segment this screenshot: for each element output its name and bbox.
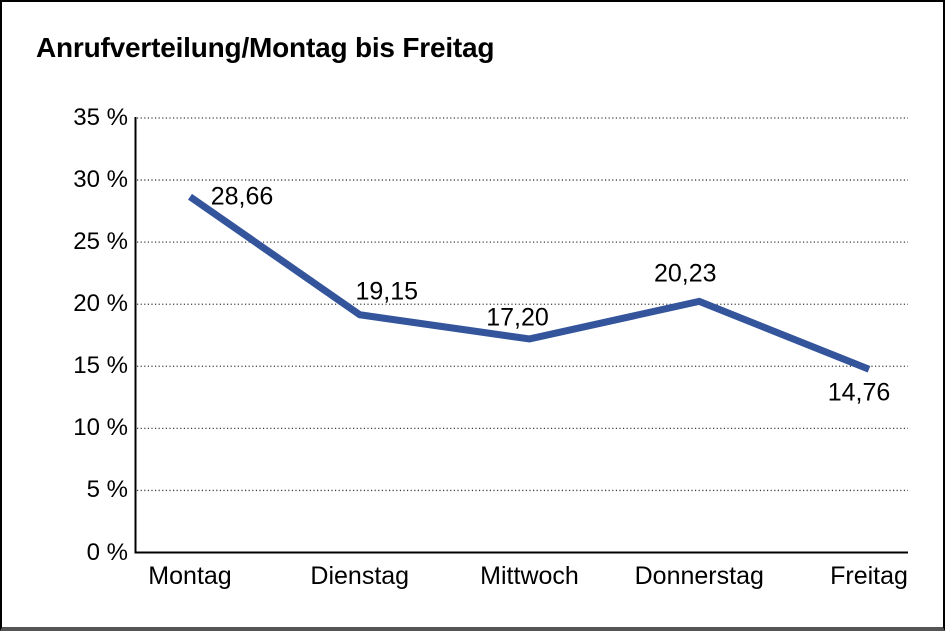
data-point-value-label: 19,15 <box>355 277 419 306</box>
x-category-label: Donnerstag <box>634 562 764 590</box>
y-tick-label: 20 % <box>73 290 128 318</box>
y-tick-label: 0 % <box>86 538 128 566</box>
y-tick-label: 25 % <box>73 228 128 256</box>
y-tick-label: 10 % <box>73 414 128 442</box>
y-tick-label: 5 % <box>86 476 128 504</box>
gridlines <box>137 117 908 492</box>
data-point-value-label: 14,76 <box>827 378 891 407</box>
x-category-label: Dienstag <box>310 562 410 590</box>
series-line <box>188 193 871 373</box>
data-point-value-label: 28,66 <box>210 182 274 211</box>
x-category-label: Montag <box>148 562 232 590</box>
x-category-label: Mittwoch <box>480 562 579 590</box>
y-tick-label: 15 % <box>73 352 128 380</box>
y-tick-label: 35 % <box>73 104 128 131</box>
x-category-label: Freitag <box>830 562 908 590</box>
data-point-value-label: 17,20 <box>486 303 549 332</box>
data-point-value-label: 20,23 <box>653 259 717 288</box>
y-tick-label: 30 % <box>73 166 128 194</box>
chart-title: Anrufverteilung/Montag bis Freitag <box>36 32 495 63</box>
